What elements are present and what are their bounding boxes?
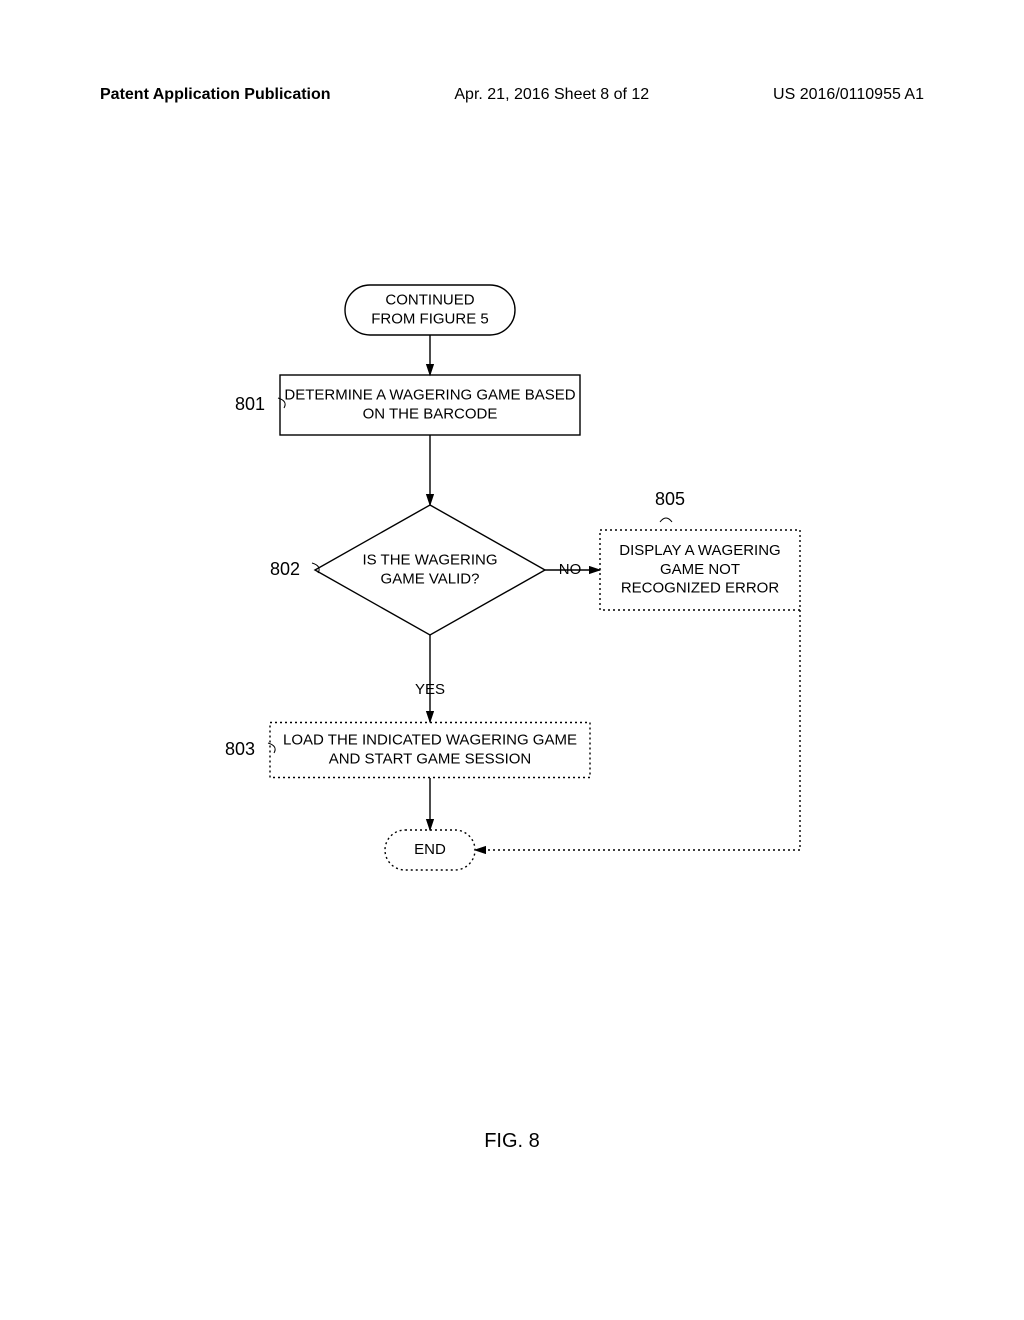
- svg-text:AND START GAME SESSION: AND START GAME SESSION: [329, 750, 532, 767]
- svg-text:NO: NO: [559, 561, 582, 578]
- svg-text:DISPLAY A WAGERING: DISPLAY A WAGERING: [619, 542, 780, 559]
- svg-text:805: 805: [655, 489, 685, 509]
- header-left: Patent Application Publication: [100, 86, 331, 104]
- figure-caption-text: FIG. 8: [484, 1130, 540, 1152]
- svg-text:LOAD THE INDICATED WAGERING GA: LOAD THE INDICATED WAGERING GAME: [283, 732, 577, 749]
- flowchart-svg: CONTINUEDFROM FIGURE 5 DETERMINE A WAGERI…: [0, 130, 1024, 930]
- svg-text:GAME VALID?: GAME VALID?: [381, 570, 480, 587]
- svg-text:802: 802: [270, 559, 300, 579]
- header-right: US 2016/0110955 A1: [773, 86, 924, 104]
- svg-text:GAME NOT: GAME NOT: [660, 561, 740, 578]
- svg-text:YES: YES: [415, 681, 445, 698]
- svg-text:801: 801: [235, 394, 265, 414]
- figure-caption: FIG. 8: [0, 1130, 1024, 1153]
- svg-text:IS THE WAGERING: IS THE WAGERING: [362, 552, 497, 569]
- svg-text:DETERMINE A WAGERING GAME BASE: DETERMINE A WAGERING GAME BASED: [284, 387, 575, 404]
- flowchart-container: CONTINUEDFROM FIGURE 5 DETERMINE A WAGERI…: [0, 130, 1024, 935]
- svg-text:803: 803: [225, 739, 255, 759]
- svg-text:CONTINUED: CONTINUED: [385, 292, 474, 309]
- page-header: Patent Application Publication Apr. 21, …: [0, 86, 1024, 104]
- svg-text:ON THE BARCODE: ON THE BARCODE: [363, 405, 498, 422]
- header-mid: Apr. 21, 2016 Sheet 8 of 12: [454, 86, 649, 104]
- svg-text:FROM FIGURE 5: FROM FIGURE 5: [371, 310, 489, 327]
- svg-text:RECOGNIZED ERROR: RECOGNIZED ERROR: [621, 580, 780, 597]
- svg-text:END: END: [414, 841, 446, 858]
